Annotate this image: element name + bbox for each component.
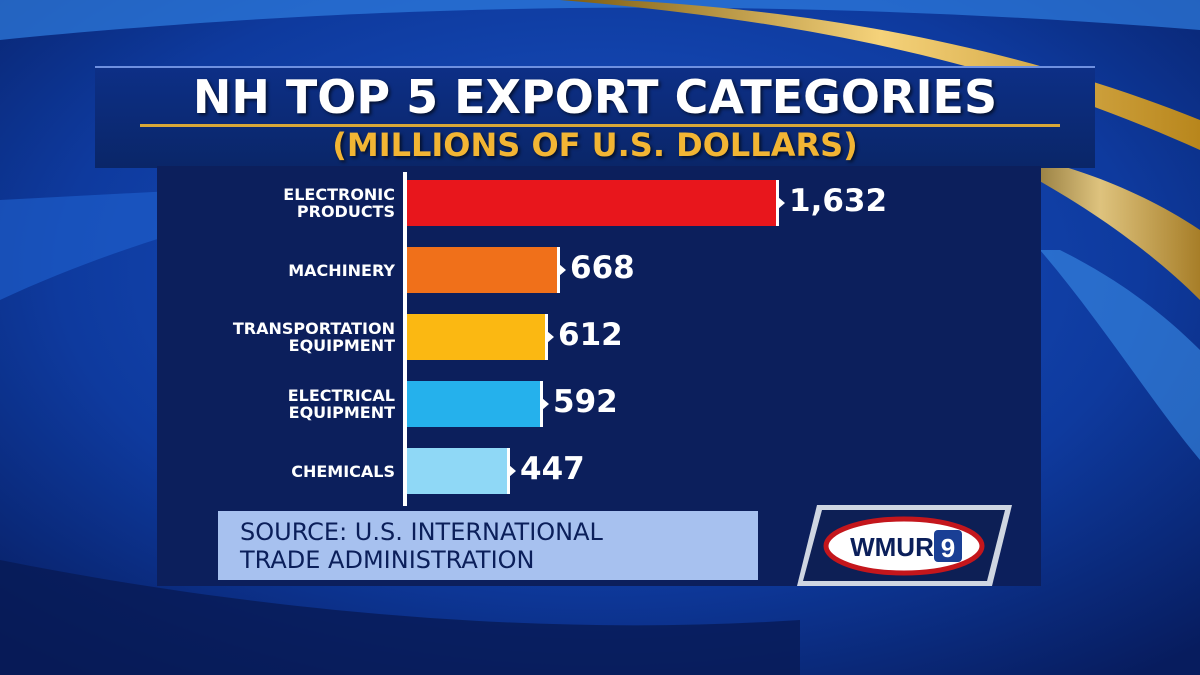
category-label-line: EQUIPMENT: [288, 403, 395, 422]
category-label-line: MACHINERY: [288, 260, 395, 280]
value-pointer-icon: [778, 197, 785, 209]
value-label: 612: [558, 317, 623, 353]
chart-subtitle: (MILLIONS OF U.S. DOLLARS): [332, 126, 858, 164]
chart-title: NH TOP 5 EXPORT CATEGORIES: [192, 70, 998, 124]
value-label: 1,632: [789, 183, 888, 219]
bar: [407, 247, 560, 293]
title-divider: [140, 124, 1060, 127]
category-label: ELECTRICAL EQUIPMENT: [170, 387, 395, 421]
value-label: 592: [553, 384, 618, 420]
category-label-line: CHEMICALS: [291, 461, 395, 481]
value-label: 447: [520, 451, 585, 487]
logo-text: WMUR: [850, 532, 934, 562]
value-label: 668: [570, 250, 635, 286]
logo-number: 9: [941, 533, 955, 563]
wmur-logo: WMUR 9: [797, 505, 1012, 586]
category-label: CHEMICALS: [170, 463, 395, 480]
source-text: SOURCE: U.S. INTERNATIONAL TRADE ADMINIS…: [240, 518, 750, 574]
category-axis-line: [403, 172, 407, 506]
value-pointer-icon: [547, 331, 554, 343]
category-label-line: PRODUCTS: [296, 202, 395, 221]
bar: [407, 448, 510, 494]
source-box: [218, 511, 758, 580]
category-label-line: ELECTRICAL: [287, 386, 395, 405]
bar: [407, 314, 548, 360]
category-label-line: TRANSPORTATION: [232, 319, 395, 338]
value-pointer-icon: [542, 398, 549, 410]
bar: [407, 381, 543, 427]
category-label: ELECTRONIC PRODUCTS: [170, 186, 395, 220]
source-line-2: TRADE ADMINISTRATION: [240, 546, 535, 574]
value-pointer-icon: [509, 465, 516, 477]
title-band: [95, 66, 1095, 168]
category-label-line: EQUIPMENT: [288, 336, 395, 355]
bar: [407, 180, 779, 226]
category-label: TRANSPORTATION EQUIPMENT: [170, 320, 395, 354]
category-label-line: ELECTRONIC: [283, 185, 395, 204]
source-line-1: SOURCE: U.S. INTERNATIONAL: [240, 518, 603, 546]
category-label: MACHINERY: [170, 262, 395, 279]
value-pointer-icon: [559, 264, 566, 276]
